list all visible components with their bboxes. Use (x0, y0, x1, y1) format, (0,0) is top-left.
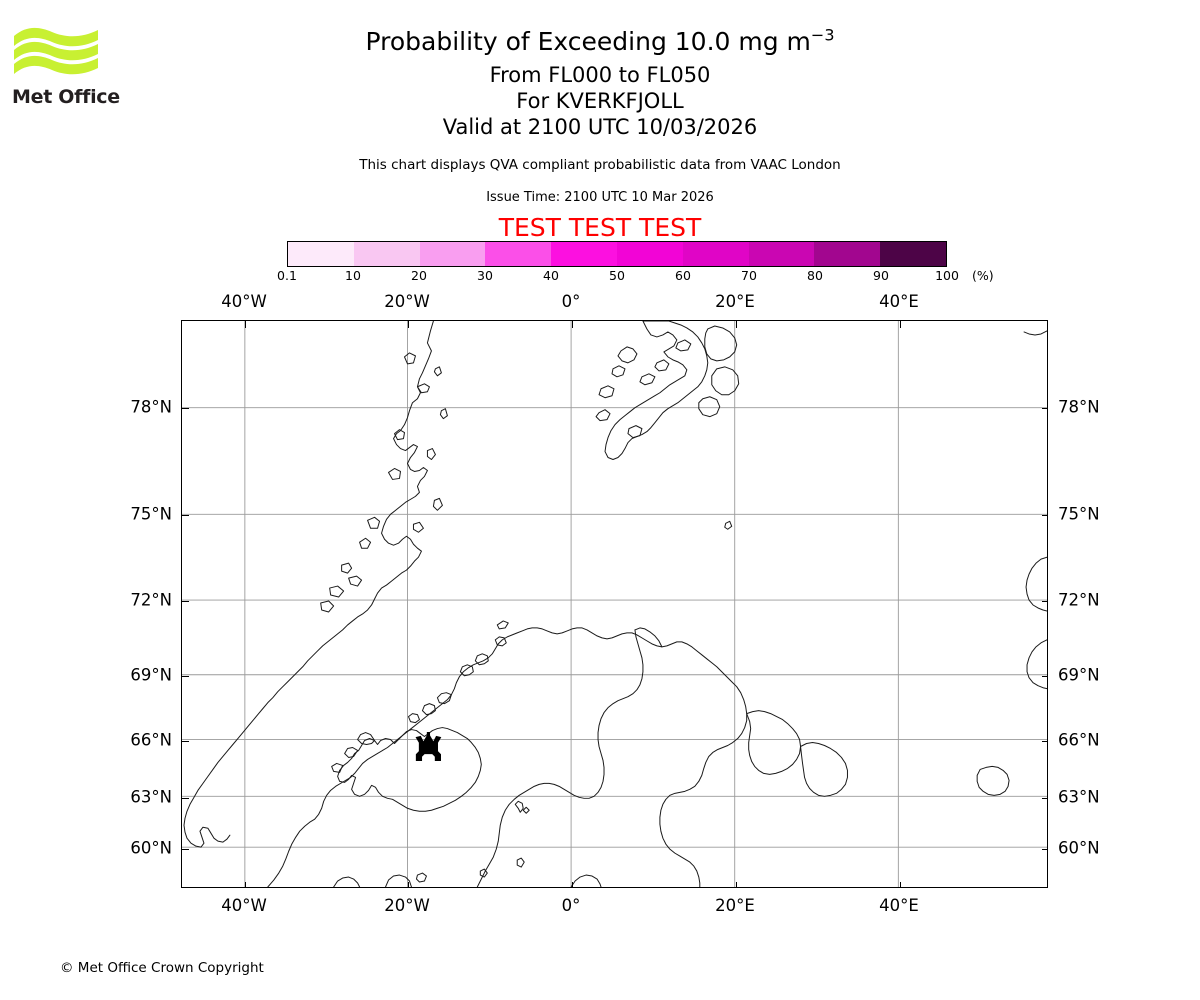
map-graticule-and-coastlines (182, 321, 1047, 887)
faroe-islands-coastline (514, 800, 530, 814)
colorbar-band-70-80 (748, 242, 815, 266)
lat-tickmark-72°N (1042, 601, 1047, 603)
lon-tickmark-0° (572, 321, 574, 328)
colorbar-band-30-40 (485, 242, 552, 266)
colorbar-band-10-20 (353, 242, 420, 266)
longitude-gridlines (244, 321, 899, 887)
qva-compliance-note: This chart displays QVA compliant probab… (359, 157, 841, 173)
colorbar-tick-10: 10 (345, 268, 361, 283)
lat-tickmark-78°N (182, 408, 189, 410)
colorbar-tick-40: 40 (543, 268, 559, 283)
met-office-waves-icon (14, 27, 98, 75)
lat-label-left-78°N: 78°N (130, 397, 172, 417)
bear-island-coastline (724, 520, 733, 530)
lon-tickmark-40°E (900, 882, 902, 887)
lat-tickmark-60°N (182, 849, 189, 851)
lon-tickmark-20°E (736, 321, 738, 328)
lat-tickmark-72°N (182, 601, 189, 603)
colorbar-tick-70: 70 (741, 268, 757, 283)
colorbar-tick-90: 90 (873, 268, 889, 283)
iceland-coastline (331, 727, 482, 812)
lon-tickmark-20°W (408, 882, 410, 887)
colorbar-band-80-90 (814, 242, 881, 266)
valid-time-line: Valid at 2100 UTC 10/03/2026 (442, 115, 758, 139)
colorbar-band-90-100 (880, 242, 946, 266)
colorbar-tick-30: 30 (477, 268, 493, 283)
lon-label-bottom-0°: 0° (561, 896, 581, 915)
volcano-name-line: For KVERKFJOLL (516, 89, 684, 113)
lat-label-right-75°N: 75°N (1058, 504, 1100, 524)
lat-tickmark-60°N (1042, 849, 1047, 851)
lon-label-bottom-20°W: 20°W (384, 896, 430, 915)
lon-label-bottom-40°W: 40°W (221, 896, 267, 915)
greenland-coastline (183, 321, 448, 848)
met-office-logo: Met Office (12, 24, 122, 114)
latitude-gridlines (182, 407, 1047, 848)
lat-label-right-69°N: 69°N (1058, 665, 1100, 685)
flight-level-range: From FL000 to FL050 (489, 63, 711, 87)
colorbar-bands (287, 241, 947, 267)
lat-tickmark-75°N (182, 515, 189, 517)
lon-tickmark-20°E (736, 882, 738, 887)
chart-title: Probability of Exceeding 10.0 mg m−3 (0, 26, 1200, 58)
lon-label-top-0°: 0° (561, 292, 581, 311)
lat-label-right-78°N: 78°N (1058, 397, 1100, 417)
lat-label-left-63°N: 63°N (130, 787, 172, 807)
lat-tickmark-66°N (1042, 741, 1047, 743)
colorbar-tick-0.1: 0.1 (277, 268, 297, 283)
met-office-wordmark: Met Office (12, 86, 120, 108)
colorbar-unit-label: (%) (972, 268, 994, 283)
volcano-marker-icon (415, 731, 442, 762)
colorbar-band-0.1-10 (288, 242, 354, 266)
lat-tickmark-78°N (1042, 408, 1047, 410)
lat-label-left-75°N: 75°N (130, 504, 172, 524)
lat-label-left-66°N: 66°N (130, 730, 172, 750)
lat-tickmark-69°N (1042, 676, 1047, 678)
colorbar-band-50-60 (616, 242, 683, 266)
lon-label-bottom-20°E: 20°E (715, 896, 755, 915)
lat-label-left-60°N: 60°N (130, 838, 172, 858)
colorbar-band-60-70 (682, 242, 749, 266)
lon-tickmark-0° (572, 882, 574, 887)
test-banner: TEST TEST TEST (498, 213, 702, 242)
colorbar-tick-60: 60 (675, 268, 691, 283)
jan-mayen-coastline (496, 620, 509, 630)
issue-time-line: Issue Time: 2100 UTC 10 Mar 2026 (486, 190, 714, 205)
lon-label-top-20°W: 20°W (384, 292, 430, 311)
lat-label-right-66°N: 66°N (1058, 730, 1100, 750)
colorbar-tick-20: 20 (411, 268, 427, 283)
colorbar-tick-100: 100 (935, 268, 959, 283)
lon-tickmark-40°E (900, 321, 902, 328)
lat-label-left-69°N: 69°N (130, 665, 172, 685)
lon-tickmark-40°W (245, 321, 247, 328)
colorbar-band-20-30 (419, 242, 486, 266)
lon-label-top-40°W: 40°W (221, 292, 267, 311)
lat-tickmark-69°N (182, 676, 189, 678)
lat-label-right-63°N: 63°N (1058, 787, 1100, 807)
lon-label-bottom-40°E: 40°E (879, 896, 919, 915)
lon-label-top-20°E: 20°E (715, 292, 755, 311)
svalbard-coastline (595, 321, 740, 461)
colorbar-tick-labels: 0.1 10 20 30 40 50 60 70 80 90 100 (277, 268, 959, 284)
lat-tickmark-63°N (1042, 798, 1047, 800)
probability-colorbar (287, 241, 947, 267)
lat-tickmark-75°N (1042, 515, 1047, 517)
lat-tickmark-63°N (182, 798, 189, 800)
lat-label-right-60°N: 60°N (1058, 838, 1100, 858)
lon-tickmark-40°W (245, 882, 247, 887)
colorbar-tick-50: 50 (609, 268, 625, 283)
copyright-footer: © Met Office Crown Copyright (60, 960, 264, 976)
lat-label-left-72°N: 72°N (130, 590, 172, 610)
lat-tickmark-66°N (182, 741, 189, 743)
lon-label-top-40°E: 40°E (879, 292, 919, 311)
chart-title-exponent: −3 (810, 25, 835, 45)
colorbar-band-40-50 (551, 242, 617, 266)
scandinavia-coastline (267, 330, 1047, 887)
map-plot-area[interactable] (181, 320, 1048, 888)
lon-tickmark-20°W (408, 321, 410, 328)
lat-label-right-72°N: 72°N (1058, 590, 1100, 610)
colorbar-tick-80: 80 (807, 268, 823, 283)
chart-title-text: Probability of Exceeding 10.0 mg m (365, 27, 811, 56)
